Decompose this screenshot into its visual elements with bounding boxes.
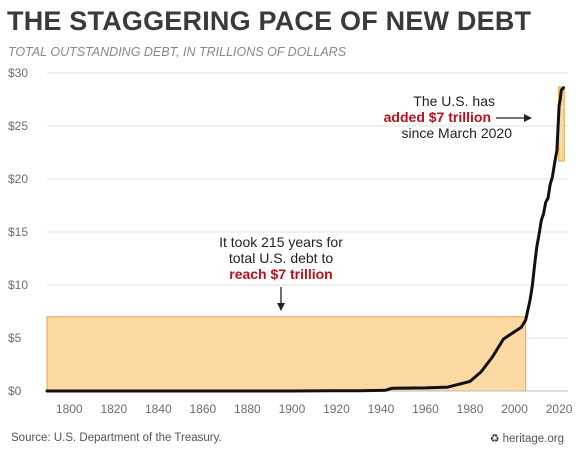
y-tick-label: $0 (8, 384, 22, 398)
chart-title: THE STAGGERING PACE OF NEW DEBT (7, 6, 532, 36)
annotation-1-arrow-head (277, 303, 285, 311)
x-tick-label: 1840 (145, 402, 172, 416)
annotation-1-emphasis: reach $7 trillion (229, 266, 332, 282)
liberty-bell-icon: ♻ (489, 433, 500, 445)
annotation-2-line-3: since March 2020 (401, 125, 512, 141)
chart-subtitle: TOTAL OUTSTANDING DEBT, IN TRILLIONS OF … (8, 45, 347, 59)
x-tick-label: 1800 (56, 402, 83, 416)
x-tick-label: 1900 (279, 402, 306, 416)
source-note: Source: U.S. Department of the Treasury. (11, 432, 222, 444)
y-tick-label: $30 (8, 66, 28, 80)
annotation-2-line-1: The U.S. has (413, 93, 495, 109)
brand-label: heritage.org (502, 433, 564, 445)
x-tick-label: 2000 (501, 402, 528, 416)
debt-series-line (45, 86, 565, 393)
x-tick-label: 1820 (100, 402, 127, 416)
x-tick-label: 1920 (323, 402, 350, 416)
annotation-2-emphasis: added $7 trillion (384, 109, 491, 125)
x-tick-label: 2020 (546, 402, 573, 416)
annotation-1-line-1: It took 215 years for (219, 234, 343, 250)
x-tick-label: 1980 (457, 402, 484, 416)
x-tick-label: 1860 (190, 402, 217, 416)
annotation-2-arrow-head (524, 114, 532, 122)
brand: ♻ heritage.org (490, 432, 564, 445)
annotation-1-line-2: total U.S. debt to (229, 250, 333, 266)
y-tick-label: $25 (8, 119, 28, 133)
y-tick-label: $15 (8, 225, 28, 239)
x-tick-label: 1940 (368, 402, 395, 416)
x-tick-label: 1960 (412, 402, 439, 416)
y-tick-label: $5 (8, 331, 22, 345)
x-tick-label: 1880 (234, 402, 261, 416)
y-tick-label: $20 (8, 172, 28, 186)
highlight-box-1 (46, 316, 527, 392)
y-tick-label: $10 (8, 278, 28, 292)
